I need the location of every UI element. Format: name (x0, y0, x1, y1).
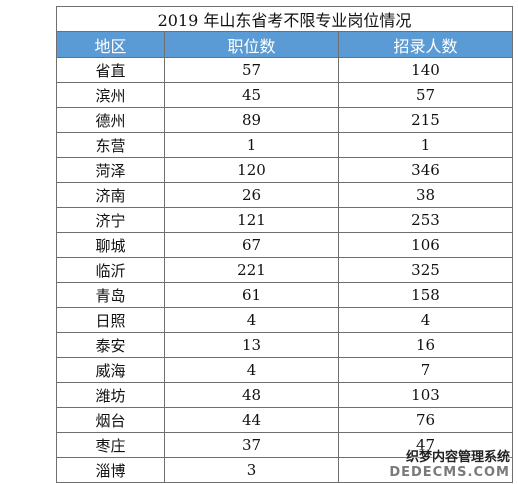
watermark-text-cn: 织梦内容管理系统 (405, 450, 510, 465)
cell-region: 临沂 (56, 257, 165, 283)
cell-recruits: 16 (338, 332, 513, 358)
cell-region: 东营 (56, 132, 165, 158)
watermark-text-en: DEDECMS.COM (389, 465, 510, 480)
cell-recruits: 1 (338, 132, 513, 158)
cell-region: 淄博 (56, 457, 165, 483)
table-row: 菏泽 120 346 (56, 157, 513, 183)
table-container: 2019 年山东省考不限专业岗位情况 地区 职位数 招录人数 省直 57 140 滨州… (56, 6, 513, 483)
cell-recruits: 103 (338, 382, 513, 408)
cell-recruits: 346 (338, 157, 513, 183)
cell-positions: 13 (164, 332, 339, 358)
table-body: 省直 57 140 滨州 45 57 德州 89 215 东营 1 1 菏泽 120 346 济南 26 38 济宁… (56, 57, 513, 483)
table-row: 枣庄 37 47 (56, 432, 513, 458)
cell-positions: 45 (164, 82, 339, 108)
cell-region: 济南 (56, 182, 165, 208)
table-row: 聊城 67 106 (56, 232, 513, 258)
table-header-row: 地区 职位数 招录人数 (56, 31, 513, 58)
cell-region: 德州 (56, 107, 165, 133)
cell-positions: 26 (164, 182, 339, 208)
cell-positions: 121 (164, 207, 339, 233)
header-positions: 职位数 (164, 31, 339, 58)
table-row: 德州 89 215 (56, 107, 513, 133)
cell-region: 潍坊 (56, 382, 165, 408)
table-row: 淄博 3 (56, 457, 513, 483)
cell-region: 日照 (56, 307, 165, 333)
cell-recruits: 76 (338, 407, 513, 433)
cell-positions: 48 (164, 382, 339, 408)
cell-recruits (338, 457, 513, 483)
table-row: 青岛 61 158 (56, 282, 513, 308)
cell-positions: 120 (164, 157, 339, 183)
cell-region: 菏泽 (56, 157, 165, 183)
cell-recruits: 140 (338, 57, 513, 83)
cell-region: 枣庄 (56, 432, 165, 458)
table-row: 滨州 45 57 (56, 82, 513, 108)
cell-positions: 89 (164, 107, 339, 133)
cell-positions: 4 (164, 357, 339, 383)
table-title-row: 2019 年山东省考不限专业岗位情况 (56, 6, 513, 32)
cell-positions: 61 (164, 282, 339, 308)
cell-positions: 1 (164, 132, 339, 158)
cell-recruits: 215 (338, 107, 513, 133)
cell-recruits: 57 (338, 82, 513, 108)
table-row: 济宁 121 253 (56, 207, 513, 233)
table-row: 烟台 44 76 (56, 407, 513, 433)
cell-positions: 67 (164, 232, 339, 258)
table-row: 日照 4 4 (56, 307, 513, 333)
cell-positions: 4 (164, 307, 339, 333)
cell-region: 聊城 (56, 232, 165, 258)
cell-recruits: 106 (338, 232, 513, 258)
cell-region: 省直 (56, 57, 165, 83)
cell-recruits: 4 (338, 307, 513, 333)
cell-region: 泰安 (56, 332, 165, 358)
watermark: 织梦内容管理系统 DEDECMS.COM (389, 446, 510, 480)
cell-positions: 221 (164, 257, 339, 283)
cell-positions: 57 (164, 57, 339, 83)
cell-region: 烟台 (56, 407, 165, 433)
table-row: 省直 57 140 (56, 57, 513, 83)
cell-region: 济宁 (56, 207, 165, 233)
table-row: 临沂 221 325 (56, 257, 513, 283)
table-title: 2019 年山东省考不限专业岗位情况 (56, 6, 513, 32)
cell-region: 滨州 (56, 82, 165, 108)
table-row: 威海 4 7 (56, 357, 513, 383)
cell-positions: 37 (164, 432, 339, 458)
cell-region: 威海 (56, 357, 165, 383)
table-row: 泰安 13 16 (56, 332, 513, 358)
table-row: 潍坊 48 103 (56, 382, 513, 408)
cell-positions: 3 (164, 457, 339, 483)
cell-recruits: 325 (338, 257, 513, 283)
cell-recruits: 38 (338, 182, 513, 208)
cell-recruits: 7 (338, 357, 513, 383)
data-table: 2019 年山东省考不限专业岗位情况 地区 职位数 招录人数 省直 57 140 滨州… (56, 6, 513, 483)
table-row: 济南 26 38 (56, 182, 513, 208)
table-row: 东营 1 1 (56, 132, 513, 158)
cell-recruits: 253 (338, 207, 513, 233)
cell-positions: 44 (164, 407, 339, 433)
cell-region: 青岛 (56, 282, 165, 308)
cell-recruits: 158 (338, 282, 513, 308)
header-region: 地区 (56, 31, 165, 58)
header-recruits: 招录人数 (338, 31, 513, 58)
